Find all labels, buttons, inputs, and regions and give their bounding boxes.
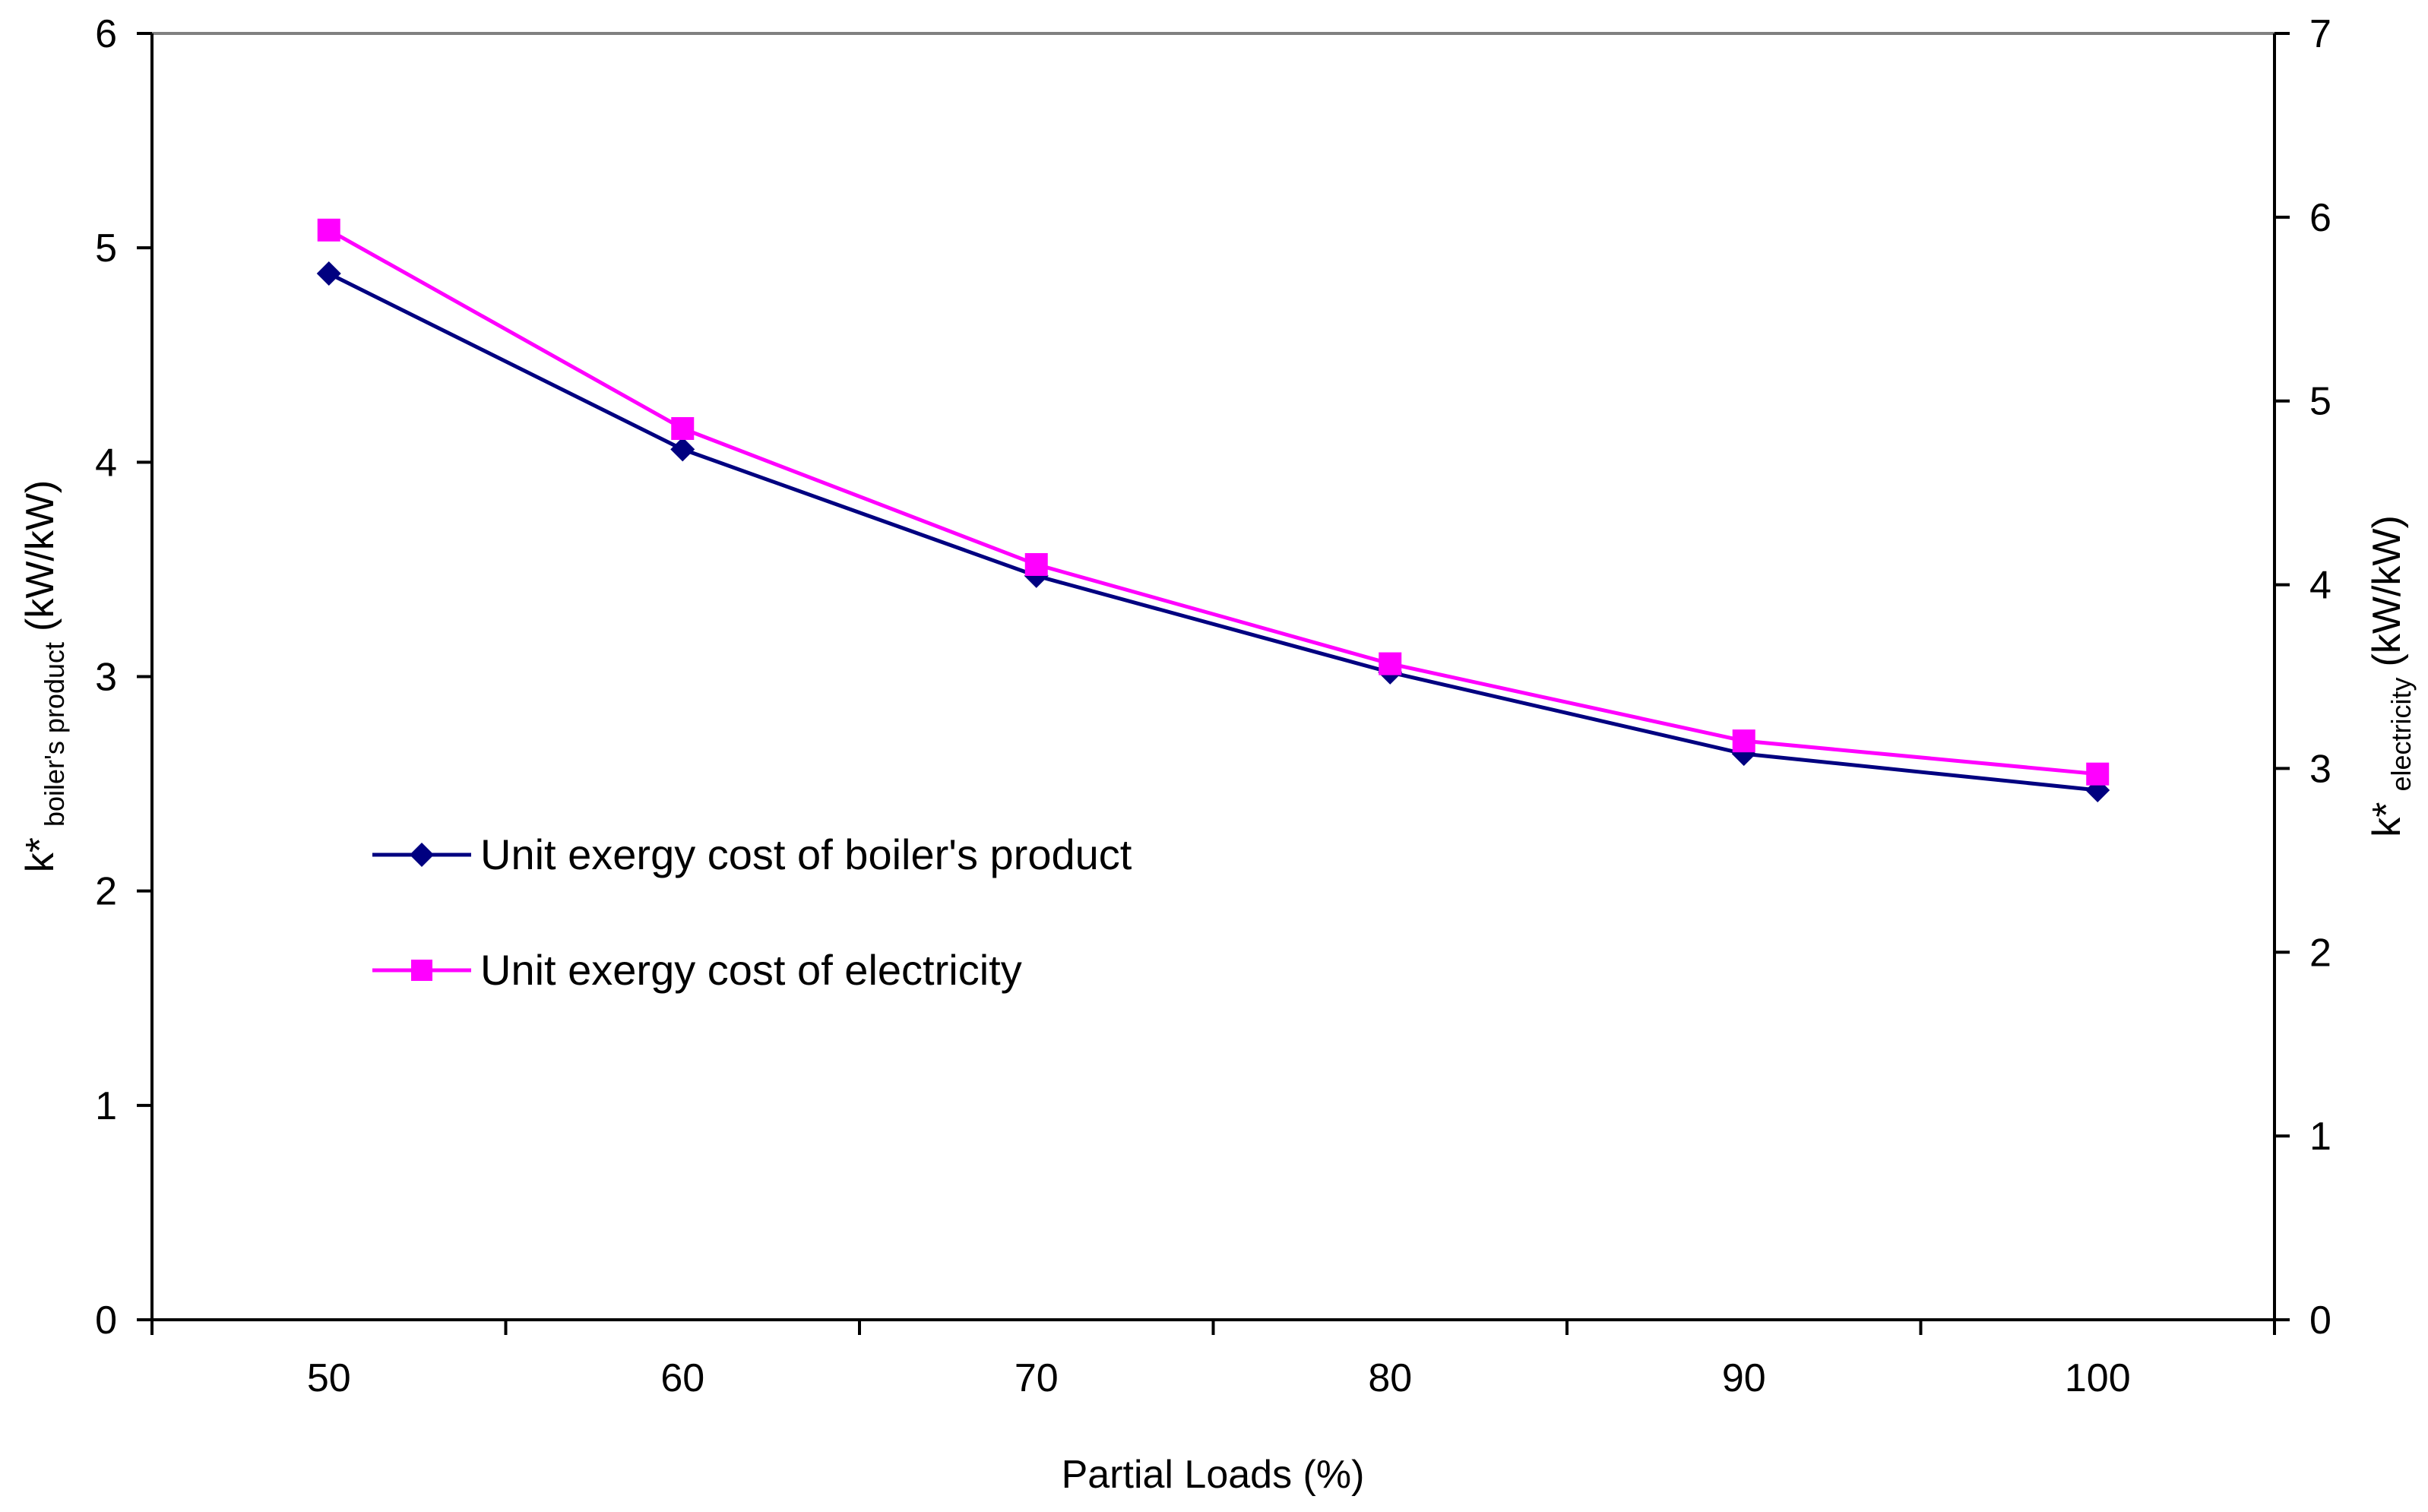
legend-label-electricity: Unit exergy cost of electricity [480,946,1022,994]
right-y-tick-label: 3 [2309,747,2331,791]
right-y-tick-label: 4 [2309,564,2331,608]
right-y-axis-title-unit: (kW/kW) [2365,515,2409,666]
left-y-ticks: 0 1 2 3 4 5 6 [95,12,152,1343]
right-y-tick-label: 0 [2309,1298,2331,1343]
left-y-axis-title-unit: (kW/kW) [18,480,62,631]
data-point-electricity [317,218,340,242]
right-y-tick-label: 5 [2309,380,2331,424]
left-y-tick-label: 4 [95,441,117,485]
data-point-boiler [316,261,341,286]
x-tick-label: 80 [1368,1356,1412,1400]
left-y-tick-label: 0 [95,1298,117,1343]
left-y-axis-title-sub: boiler's product [39,642,70,827]
series-line-1 [328,228,2098,777]
x-tick-label: 60 [660,1356,704,1400]
right-y-axis-title-main: k* [2365,802,2409,837]
left-y-axis-title: k* boiler's product (kW/kW) [18,480,70,873]
x-axis-title: Partial Loads (%) [1062,1453,1365,1497]
right-y-tick-label: 7 [2309,12,2331,56]
right-y-tick-label: 6 [2309,196,2331,240]
legend-label-boiler: Unit exergy cost of boiler's product [480,830,1132,878]
series-line-0 [328,271,2098,792]
left-y-tick-label: 2 [95,870,117,914]
data-point-electricity [1024,552,1048,576]
data-point-boiler [670,437,695,462]
x-tick-label: 100 [2065,1356,2131,1400]
legend-item-boiler: Unit exergy cost of boiler's product [372,830,1132,878]
left-y-tick-label: 3 [95,656,117,700]
right-y-axis-title: k* electricity (kW/kW) [2365,515,2417,837]
data-point-electricity [671,416,695,440]
left-y-axis-title-main: k* [18,837,62,872]
right-y-tick-label: 2 [2309,931,2331,975]
left-y-tick-label: 5 [95,226,117,270]
legend-marker-boiler [410,843,434,867]
right-y-axis-title-sub: electricity [2385,677,2417,791]
left-y-tick-label: 6 [95,12,117,56]
data-point-electricity [1732,729,1755,753]
legend-item-electricity: Unit exergy cost of electricity [372,946,1022,994]
left-y-tick-label: 1 [95,1084,117,1128]
data-point-electricity [1379,652,1402,675]
x-tick-label: 50 [307,1356,351,1400]
x-ticks: 50 60 70 80 90 100 [150,1320,2276,1400]
data-point-electricity [2086,762,2110,786]
legend: Unit exergy cost of boiler's product Uni… [372,830,1132,994]
right-y-ticks: 0 1 2 3 4 5 6 7 [2274,12,2331,1343]
x-tick-label: 70 [1015,1356,1059,1400]
series-layer [316,218,2110,803]
x-tick-label: 90 [1722,1356,1766,1400]
legend-marker-electricity [411,960,432,981]
right-y-tick-label: 1 [2309,1115,2331,1159]
